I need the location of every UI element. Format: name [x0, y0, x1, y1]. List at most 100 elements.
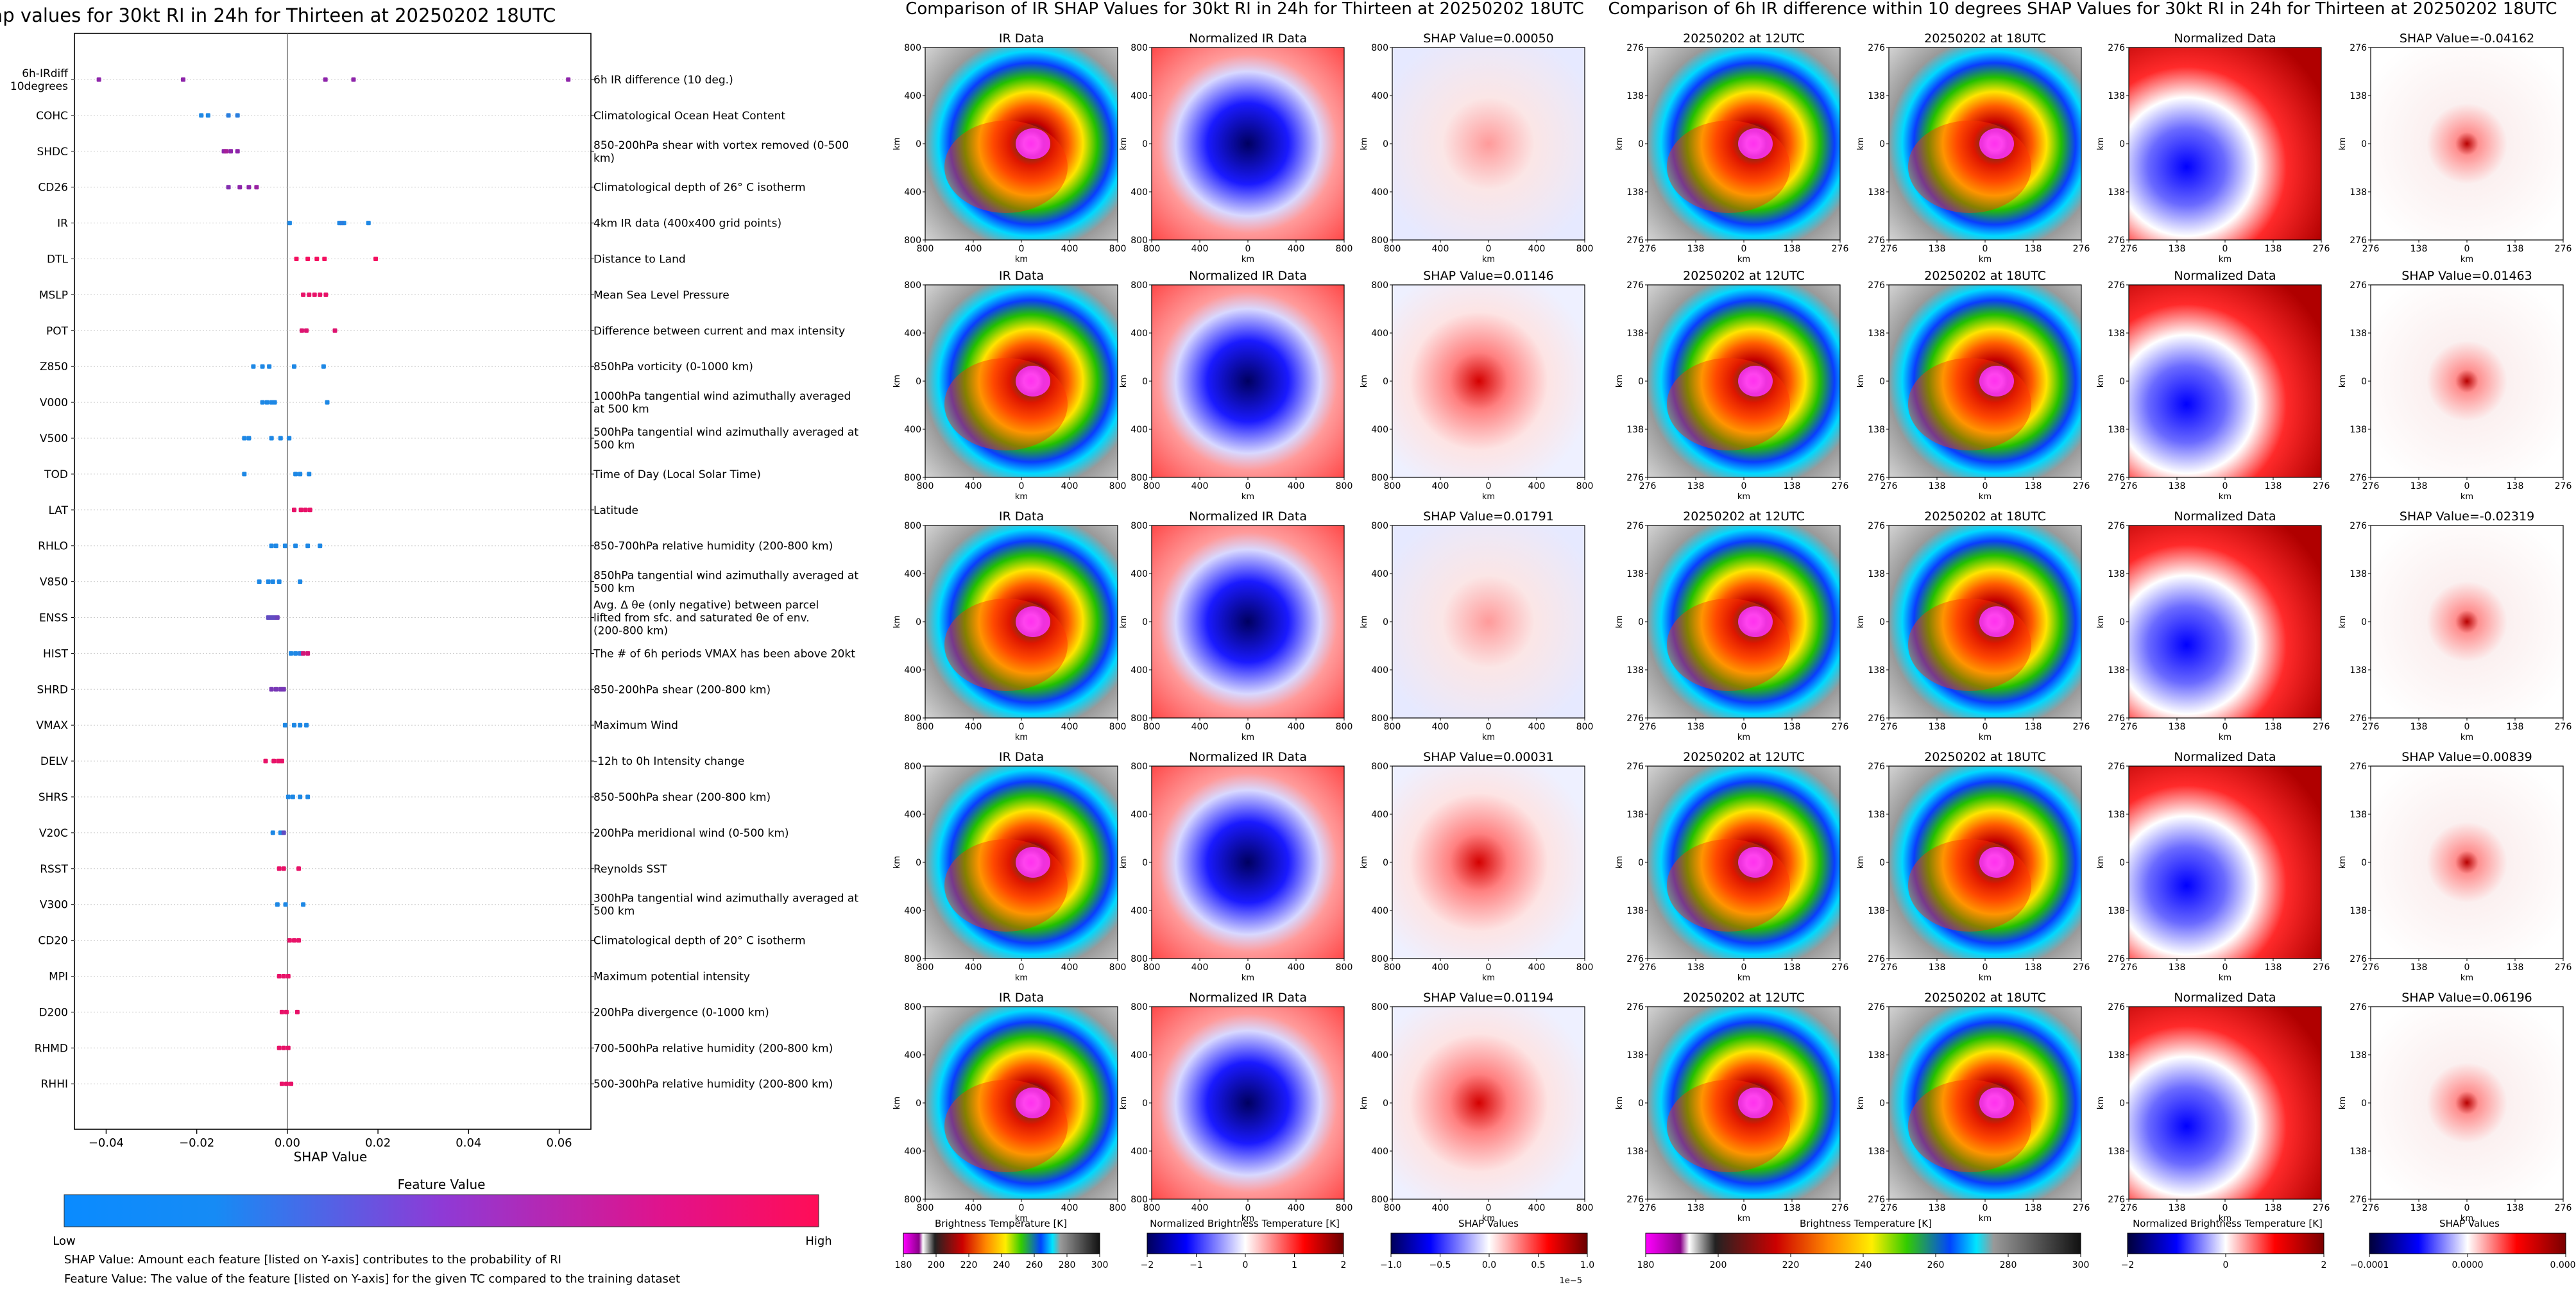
shap-point	[284, 1081, 289, 1086]
feature-code-label: ENSS	[39, 612, 68, 625]
axis-label: km	[1360, 856, 1369, 869]
axis-label: km	[1482, 492, 1495, 502]
storm-core	[1738, 128, 1773, 159]
tick-label: 138	[2507, 244, 2524, 254]
tick-label: 138	[1868, 810, 1885, 820]
shap-point	[293, 651, 298, 656]
tick-label: 276	[2555, 722, 2572, 732]
panel-title: Normalized IR Data	[1189, 509, 1307, 524]
feature-colorbar	[64, 1194, 819, 1227]
tick-label: 0	[916, 617, 921, 627]
tick-label: 276	[2362, 962, 2380, 973]
tick-label: 400	[1371, 569, 1388, 579]
axis-label: km	[2338, 137, 2348, 150]
normalized-image	[1152, 766, 1344, 959]
panel-title: 20250202 at 12UTC	[1683, 269, 1805, 283]
colorbar-tick-label: −2	[1141, 1260, 1154, 1270]
tick-label: 0	[1638, 617, 1644, 627]
tick-label: 276	[1832, 481, 1849, 491]
tick-label: 276	[1868, 713, 1885, 724]
tick-label: 800	[917, 722, 934, 732]
ir-panel: Normalized IR Data8008004004000040040080…	[1119, 991, 1352, 1224]
storm-band	[944, 358, 1068, 450]
shap-point	[287, 436, 292, 441]
panel-title: 20250202 at 18UTC	[1924, 991, 2046, 1005]
tick-label: 138	[1626, 906, 1644, 916]
tick-label: 400	[1130, 329, 1148, 339]
tick-label: 138	[1929, 1203, 1946, 1213]
colorbar-tick-label: 1	[1292, 1260, 1297, 1270]
colorbar-tick-label: 0.5	[1531, 1260, 1545, 1270]
shap-image	[2371, 766, 2563, 959]
x-tick-label: 0.02	[365, 1136, 391, 1150]
shap-point	[276, 758, 281, 764]
tick-label: 400	[1371, 425, 1388, 435]
shap-point	[291, 938, 296, 943]
shap-point	[307, 292, 312, 297]
shap-point	[332, 328, 337, 333]
shap-image	[1392, 1007, 1585, 1199]
colorbar-tick-label: 180	[1637, 1260, 1655, 1270]
x-tick-label: −0.02	[179, 1136, 214, 1150]
axis-label: km	[1615, 137, 1625, 150]
tick-label: 276	[1626, 954, 1644, 964]
tick-label: 800	[917, 962, 934, 973]
axis-label: km	[2461, 255, 2473, 264]
axis-label: km	[2461, 492, 2473, 502]
storm-band	[1908, 599, 2031, 691]
tick-label: 800	[1336, 244, 1353, 254]
panel-title: Normalized Data	[2174, 509, 2276, 524]
tick-label: 138	[2025, 244, 2042, 254]
feature-description-label: 850hPa vorticity (0-1000 km)	[593, 361, 753, 373]
colorbar-tick-label: 0.0	[1482, 1260, 1496, 1270]
tick-label: 138	[2265, 244, 2282, 254]
shap-image	[1392, 47, 1585, 240]
tick-label: 800	[1384, 962, 1401, 973]
beeswarm-chart: Shap values for 30kt RI in 24h for Thirt…	[0, 4, 858, 1286]
shap-point	[289, 1081, 294, 1086]
tick-label: 0	[2119, 858, 2125, 868]
tick-label: 0	[2119, 377, 2125, 387]
shap-point	[264, 400, 269, 405]
tick-label: 0	[2361, 1098, 2367, 1109]
tick-label: 0	[2361, 377, 2367, 387]
x-tick-label: 0.04	[456, 1136, 481, 1150]
tick-label: 800	[904, 473, 921, 483]
axis-label: km	[1360, 1097, 1369, 1109]
tick-label: 138	[2108, 1050, 2125, 1061]
diff-panel: SHAP Value=0.061962762761381380013813827…	[2338, 991, 2572, 1224]
shap-point	[312, 292, 317, 297]
axis-label: km	[1737, 733, 1750, 742]
tick-label: 0	[1383, 377, 1388, 387]
shap-point	[294, 1009, 300, 1014]
tick-label: 800	[1336, 722, 1353, 732]
feature-description-label: 500-300hPa relative humidity (200-800 km…	[593, 1078, 833, 1091]
feature-colorbar-high: High	[805, 1234, 832, 1248]
tick-label: 276	[2313, 481, 2330, 491]
shap-point	[325, 400, 330, 405]
tick-label: 0	[1245, 1203, 1251, 1213]
tick-label: 276	[2362, 244, 2380, 254]
axis-label: km	[1119, 1097, 1129, 1109]
shap-point	[305, 651, 311, 656]
colorbar-tick-label: 220	[960, 1260, 978, 1270]
tick-label: 138	[1868, 187, 1885, 198]
shap-point	[286, 974, 291, 978]
tick-label: 0	[1879, 139, 1885, 149]
tick-label: 0	[1879, 1098, 1885, 1109]
diff-panel: Normalized Data2762761381380013813827627…	[2096, 509, 2330, 742]
tick-label: 800	[917, 244, 934, 254]
axis-label: km	[2461, 733, 2473, 742]
shap-point	[321, 364, 326, 369]
shap-point	[286, 1045, 291, 1050]
shap-point	[279, 1081, 284, 1086]
shap-point	[301, 651, 306, 656]
tick-label: 0	[1486, 481, 1492, 491]
colorbar-tick-label: 240	[993, 1260, 1011, 1270]
ir-panel: Normalized IR Data8008004004000040040080…	[1119, 269, 1352, 502]
tick-label: 276	[2120, 481, 2138, 491]
tick-label: 276	[1832, 244, 1849, 254]
tick-label: 138	[2169, 722, 2186, 732]
tick-label: 400	[1528, 1203, 1546, 1213]
axis-label: km	[1119, 615, 1129, 628]
